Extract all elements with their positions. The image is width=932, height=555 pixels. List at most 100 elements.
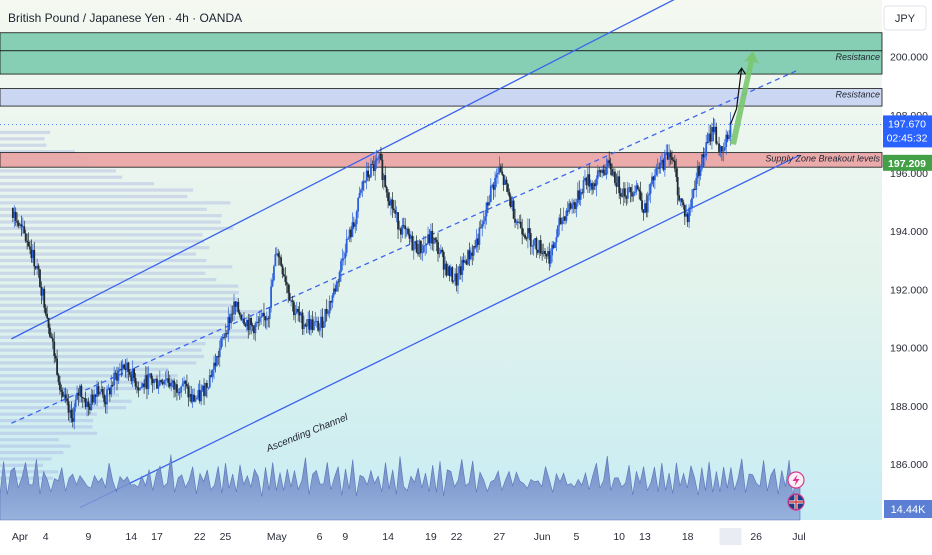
candle-down xyxy=(278,256,281,258)
candle-up xyxy=(164,379,167,381)
candle-down xyxy=(311,319,314,330)
candle-down xyxy=(698,166,700,176)
candle-up xyxy=(303,324,305,330)
volume-profile-bar xyxy=(0,418,94,423)
candle-down xyxy=(136,386,138,388)
volume-profile-bar xyxy=(0,290,239,295)
candle-up xyxy=(131,368,134,381)
candle-up xyxy=(494,177,496,190)
candle-up xyxy=(661,159,663,163)
x-tick-label: 25 xyxy=(220,531,232,543)
candle-down xyxy=(367,170,370,177)
candle-up xyxy=(612,171,615,176)
candle-down xyxy=(83,398,86,399)
candle-down xyxy=(552,244,555,248)
candle-up xyxy=(126,362,128,370)
x-tick-label: Jul xyxy=(792,531,805,543)
candle-down xyxy=(682,202,685,206)
candle-up xyxy=(405,228,408,230)
volume-profile-bar xyxy=(0,265,233,269)
candle-up xyxy=(327,313,330,315)
candle-up xyxy=(656,167,659,169)
candle-up xyxy=(36,265,39,269)
resistance-label-upper: Resistance xyxy=(835,52,880,62)
candle-up xyxy=(294,313,297,316)
candle-down xyxy=(468,250,471,260)
candle-down xyxy=(350,229,352,238)
candle-up xyxy=(651,176,653,185)
candle-down xyxy=(578,190,581,200)
candle-up xyxy=(79,385,81,396)
candle-down xyxy=(676,176,679,196)
candle-up xyxy=(351,222,354,238)
candle-up xyxy=(467,250,469,265)
candle-down xyxy=(59,382,61,391)
x-tick-label: 9 xyxy=(86,531,92,543)
volume-profile-bar xyxy=(0,310,260,314)
candle-down xyxy=(602,169,605,174)
candle-down xyxy=(11,207,14,218)
candle-down xyxy=(517,221,519,223)
volume-profile-bar xyxy=(0,207,207,211)
candle-down xyxy=(371,163,374,165)
candle-down xyxy=(225,333,228,335)
candle-down xyxy=(176,384,178,393)
candle-up xyxy=(342,258,345,259)
candle-up xyxy=(375,158,378,161)
candle-down xyxy=(609,163,612,170)
candle-down xyxy=(564,216,566,221)
candle-up xyxy=(689,207,692,209)
x-tick-label: May xyxy=(267,531,288,543)
candle-down xyxy=(384,175,387,187)
candle-down xyxy=(97,386,100,395)
volume-profile-bar xyxy=(0,284,239,288)
candle-up xyxy=(377,158,379,160)
candle-up xyxy=(586,174,589,186)
candle-down xyxy=(419,240,422,253)
candle-up xyxy=(572,202,575,206)
flag-icon[interactable] xyxy=(787,493,805,511)
candle-up xyxy=(688,207,691,223)
candle-up xyxy=(265,318,268,321)
y-tick-label: 186.000 xyxy=(890,459,928,471)
volume-profile-bar xyxy=(0,214,222,218)
candle-up xyxy=(414,241,417,245)
candle-down xyxy=(87,401,90,408)
candle-down xyxy=(325,308,328,314)
candle-up xyxy=(534,238,536,241)
volume-profile-bar xyxy=(0,194,188,199)
candle-down xyxy=(50,336,53,339)
candle-down xyxy=(392,208,395,211)
candle-up xyxy=(685,213,688,217)
currency-button[interactable] xyxy=(883,5,927,31)
volume-profile-bar xyxy=(0,361,197,365)
candle-up xyxy=(74,399,77,408)
candle-up xyxy=(324,308,327,323)
candle-up xyxy=(233,301,235,315)
candle-up xyxy=(592,183,595,190)
candle-up xyxy=(270,286,272,308)
candle-up xyxy=(582,179,585,194)
x-tick-label: 9 xyxy=(342,531,348,543)
candle-down xyxy=(61,391,64,397)
candle-up xyxy=(271,280,274,287)
candle-up xyxy=(200,390,203,402)
flash-icon[interactable] xyxy=(787,471,805,489)
candle-down xyxy=(448,266,451,276)
currency-label: JPY xyxy=(895,13,916,25)
candle-up xyxy=(665,152,668,154)
candle-up xyxy=(121,364,124,370)
candle-down xyxy=(29,246,31,250)
volume-profile-bar xyxy=(0,367,169,371)
volume-badge-box xyxy=(884,500,932,518)
candle-up xyxy=(274,254,277,267)
candle-down xyxy=(89,407,91,410)
candle-down xyxy=(247,319,250,331)
candle-up xyxy=(138,388,141,391)
candle-up xyxy=(144,375,147,388)
candle-down xyxy=(81,397,84,399)
candle-down xyxy=(437,242,439,254)
candle-down xyxy=(385,186,388,193)
